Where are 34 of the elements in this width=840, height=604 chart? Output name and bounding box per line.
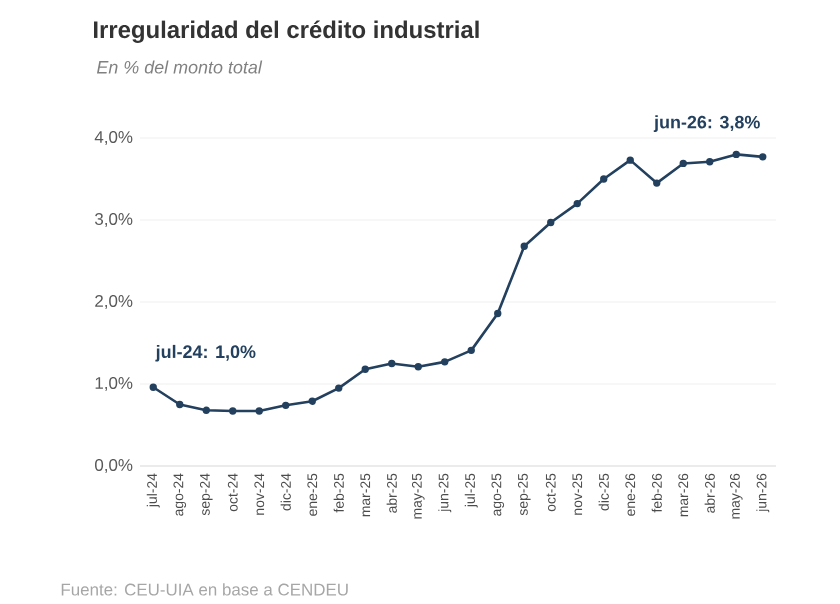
point xyxy=(414,363,422,371)
point xyxy=(732,150,740,159)
y-tick-label: 2,0% xyxy=(95,295,133,309)
y-tick-label: 3,0% xyxy=(95,213,133,227)
point xyxy=(520,242,528,250)
point xyxy=(202,406,210,414)
point xyxy=(176,400,184,409)
chart-title: Irregularidad del crédito industrial xyxy=(93,20,479,43)
point xyxy=(335,384,343,392)
annotation: jun-26: 3,8% xyxy=(653,115,760,133)
source-note: Fuente: CEU-UIA en base a CENDEU xyxy=(61,583,348,596)
point xyxy=(255,407,263,415)
chart-subtitle: En % del monto total xyxy=(96,60,263,74)
point xyxy=(441,358,449,366)
annotation: jul-24: 1,0% xyxy=(155,344,256,362)
point xyxy=(149,383,157,391)
point xyxy=(626,156,634,164)
point xyxy=(653,179,661,187)
point xyxy=(388,359,396,368)
point xyxy=(679,159,687,168)
point xyxy=(600,175,608,183)
point xyxy=(229,407,237,415)
point xyxy=(706,158,714,166)
point xyxy=(282,401,290,410)
y-tick-label: 4,0% xyxy=(94,131,133,145)
point xyxy=(467,346,475,355)
y-tick-label: 0,0% xyxy=(95,459,133,473)
y-tick-label: 1,0% xyxy=(95,377,133,391)
point xyxy=(494,309,502,318)
point xyxy=(547,218,555,227)
point xyxy=(573,199,581,208)
point xyxy=(759,153,767,161)
point xyxy=(361,365,369,373)
point xyxy=(308,397,316,405)
